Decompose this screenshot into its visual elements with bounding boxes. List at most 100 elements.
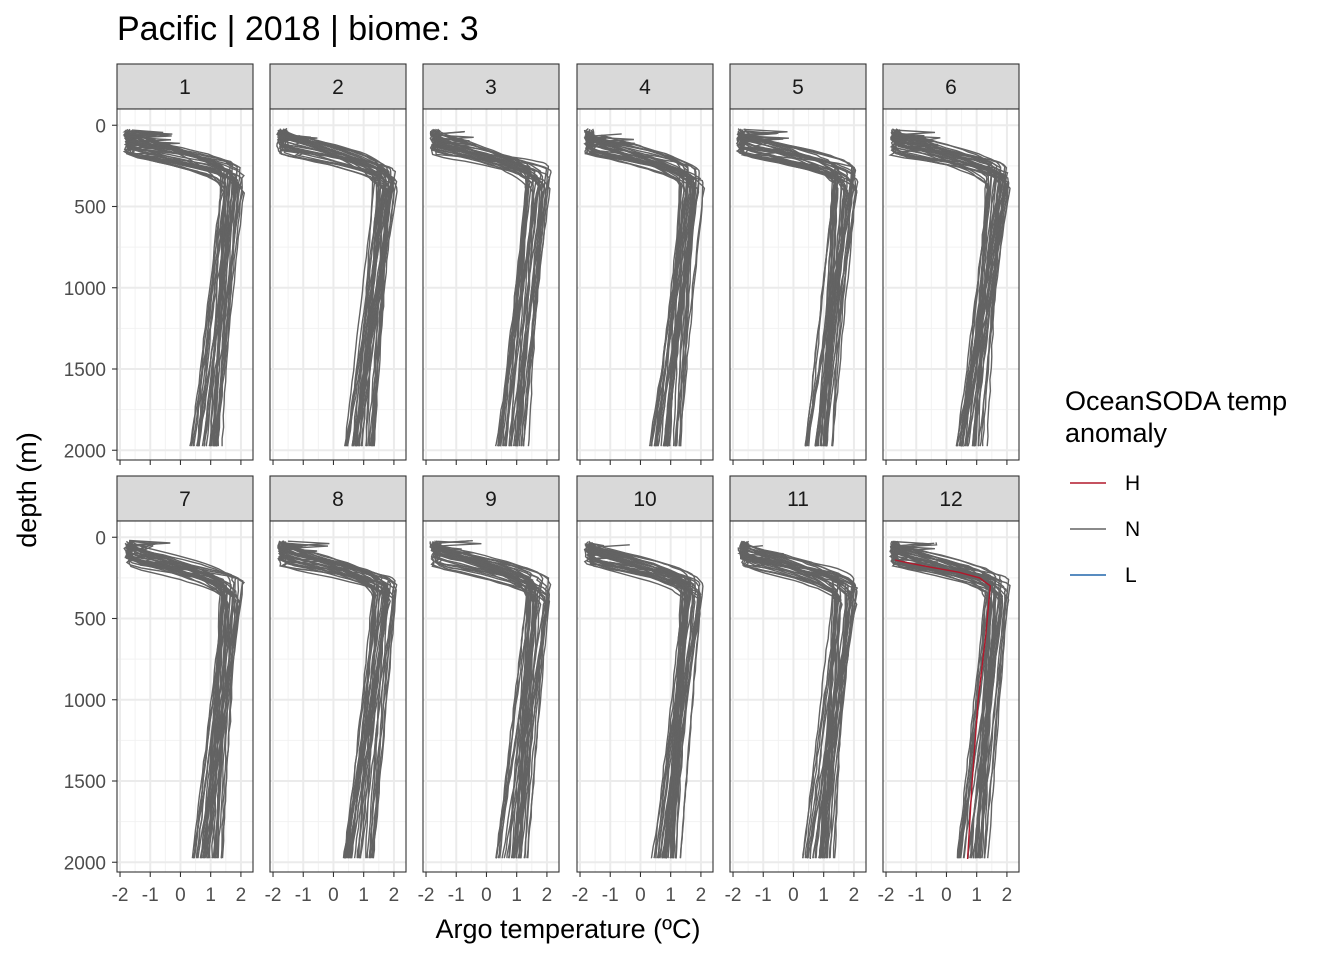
profile-line	[740, 542, 840, 859]
profile-line	[896, 130, 1007, 447]
profile-line	[435, 542, 542, 859]
profile-line	[280, 130, 383, 447]
facet-panel-9: 9 -2 -1 0 1 2	[418, 475, 560, 906]
profile-line	[436, 546, 548, 859]
profile-line	[741, 131, 847, 447]
profile-line	[281, 129, 396, 447]
panel-border	[729, 520, 867, 873]
profile-line	[599, 548, 695, 859]
profile-line	[890, 132, 1001, 447]
profile-line	[435, 543, 534, 859]
x-tick-label: 2	[542, 885, 553, 906]
profile-line	[896, 540, 1004, 859]
panel-border	[422, 520, 560, 873]
legend: OceanSODA temp anomaly H N L	[1065, 386, 1287, 587]
profile-line	[894, 543, 1007, 859]
facet-strip-label: 7	[179, 488, 191, 511]
x-tick-label: 0	[788, 885, 799, 906]
profile-line	[284, 544, 386, 859]
profile-line	[283, 132, 391, 447]
facet-panel-1: 1 0 500 1000 1500 2000	[64, 63, 254, 465]
profile-line	[907, 546, 997, 859]
facet-strip	[576, 475, 714, 522]
profile-line	[590, 131, 687, 447]
facet-panel-3: 3	[422, 63, 560, 465]
x-tick-label: -2	[418, 885, 435, 906]
profile-line	[590, 546, 693, 859]
facet-panel-2: 2	[269, 63, 407, 465]
x-tick-label: 1	[358, 885, 369, 906]
profile-line	[284, 546, 388, 859]
anomaly-profile-line	[894, 559, 992, 860]
y-tick-label: 1500	[64, 360, 106, 381]
x-tick-label: -1	[908, 885, 925, 906]
y-tick-label: 1000	[64, 691, 106, 712]
x-tick-label: 0	[175, 885, 186, 906]
profile-line	[432, 130, 540, 447]
profile-line	[125, 128, 246, 447]
x-tick-label: -2	[112, 885, 129, 906]
profile-line	[891, 129, 1002, 447]
facet-strip	[269, 63, 407, 110]
chart-title: Pacific | 2018 | biome: 3	[117, 10, 479, 48]
profile-line	[431, 546, 538, 859]
panel-border	[116, 108, 254, 461]
profile-line	[895, 543, 994, 859]
profile-line	[432, 128, 545, 447]
facet-strip	[116, 475, 254, 522]
profile-line	[741, 133, 857, 447]
y-tick-label: 2000	[64, 853, 106, 874]
y-tick-label: 1500	[64, 772, 106, 793]
x-tick-label: 1	[971, 885, 982, 906]
profile-line	[437, 128, 534, 447]
profile-line	[588, 131, 681, 447]
profile-line	[432, 132, 531, 447]
x-tick-label: 1	[818, 885, 829, 906]
facet-strip-label: 10	[633, 488, 656, 511]
x-tick-label: 0	[481, 885, 492, 906]
profile-line	[433, 130, 532, 447]
profile-line	[439, 130, 543, 447]
facet-strip	[882, 63, 1020, 110]
profile-line	[738, 132, 844, 447]
profile-line	[446, 134, 529, 447]
profile-line	[123, 133, 226, 447]
x-tick-label: 2	[849, 885, 860, 906]
profile-line	[127, 539, 235, 859]
profile-line	[432, 541, 532, 859]
profile-line	[128, 133, 231, 447]
facet-strip	[422, 475, 560, 522]
facet-strip	[882, 475, 1020, 522]
profile-line	[585, 541, 696, 859]
facet-strip-label: 2	[332, 76, 344, 99]
legend-label-h: H	[1125, 472, 1140, 495]
profile-line	[587, 544, 692, 859]
x-axis-title: Argo temperature (ºC)	[436, 914, 701, 944]
profile-line	[126, 129, 236, 447]
profile-line	[893, 540, 997, 859]
facet-strip-label: 1	[179, 76, 191, 99]
x-tick-label: 0	[941, 885, 952, 906]
facet-strip-label: 5	[792, 76, 804, 99]
facet-strip-label: 4	[639, 76, 651, 99]
profile-line	[740, 131, 849, 447]
x-tick-label: -1	[142, 885, 159, 906]
profile-line	[584, 543, 688, 859]
profile-line	[129, 544, 230, 859]
x-tick-label: 2	[236, 885, 247, 906]
panel-border	[576, 108, 714, 461]
profile-line	[279, 133, 385, 447]
facet-panel-4: 4	[576, 63, 714, 465]
profile-line	[432, 129, 544, 447]
y-tick-label: 500	[74, 610, 106, 631]
x-tick-label: -1	[295, 885, 312, 906]
panel-border	[729, 108, 867, 461]
profile-line	[276, 130, 392, 447]
facet-panel-12: 12-2 -1 0 1 2	[878, 475, 1020, 906]
facet-strip-label: 6	[945, 76, 957, 99]
x-tick-label: -2	[725, 885, 742, 906]
y-tick-label: 0	[95, 528, 106, 549]
